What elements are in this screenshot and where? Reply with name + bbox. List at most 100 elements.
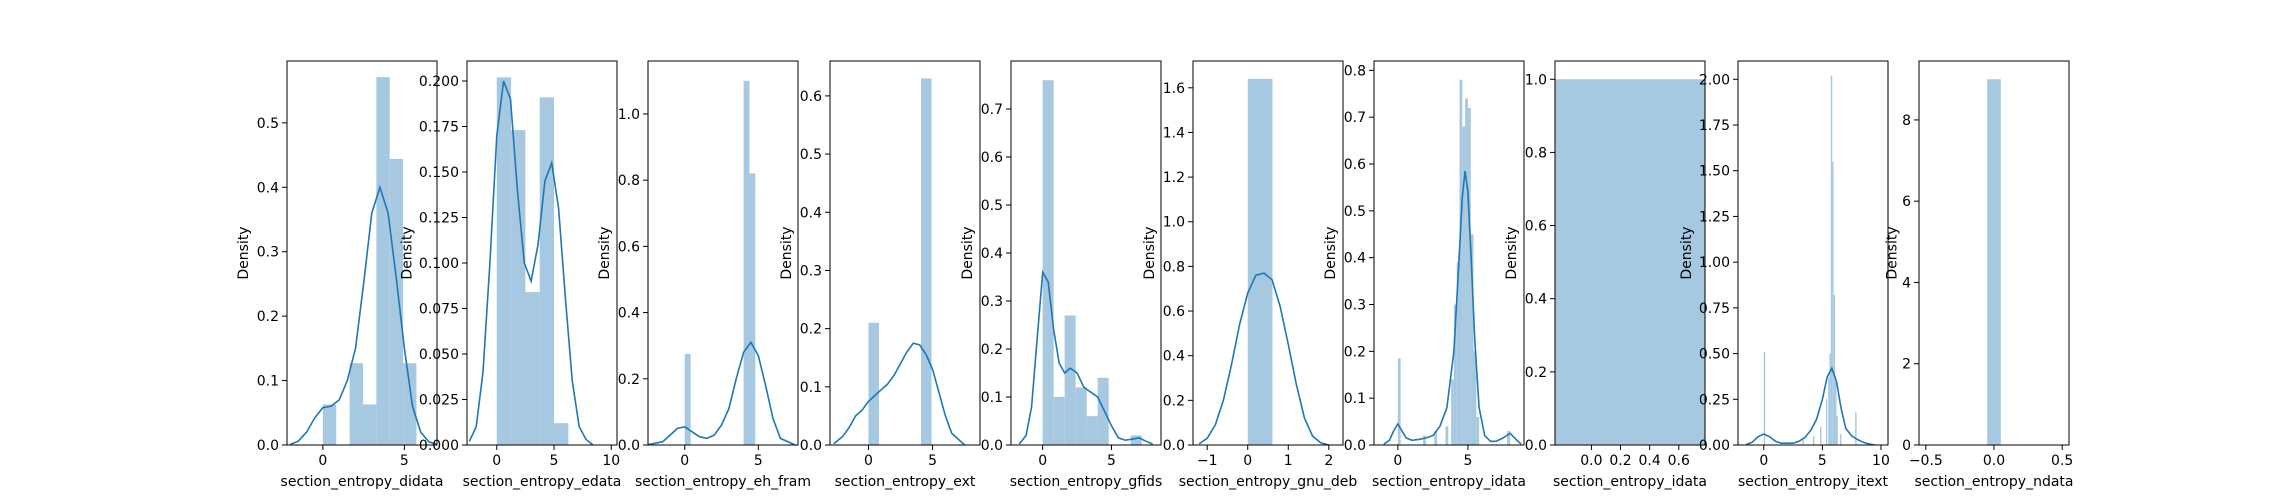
y-tick-label: 0.1: [1344, 391, 1366, 407]
histogram-bar: [749, 173, 756, 445]
x-axis-label: section_entropy_idata: [1372, 474, 1526, 490]
histogram-bar: [511, 130, 526, 445]
y-axis-label: Density: [597, 226, 613, 279]
y-tick-label: 0.4: [981, 246, 1003, 262]
x-axis-label: section_entropy_gfids: [1010, 474, 1162, 490]
histogram-bar: [1987, 79, 2001, 445]
x-tick-label: 0.5: [2051, 453, 2073, 469]
plot-area: [1383, 79, 1522, 445]
kde-line: [468, 80, 594, 445]
y-tick-label: 1.6: [1163, 81, 1185, 97]
x-axis-label: section_entropy_eh_fram: [635, 474, 811, 490]
y-tick-label: 0.2: [257, 309, 279, 325]
y-tick-label: 0.1: [981, 390, 1003, 406]
axes-frame: [286, 60, 438, 446]
histogram-bar: [1802, 439, 1804, 445]
kde-line: [648, 340, 796, 445]
plot-area: [1555, 79, 1705, 445]
histogram-bar: [1130, 435, 1142, 445]
x-tick-label: 5: [1107, 453, 1116, 469]
x-tick-label: 0: [680, 453, 689, 469]
y-tick-label: 8: [1902, 113, 1911, 129]
x-tick-label: 0.4: [1639, 453, 1661, 469]
histogram-bar: [1453, 304, 1457, 445]
y-tick-label: 0.2: [981, 342, 1003, 358]
y-tick-label: 1.4: [1163, 125, 1185, 141]
chart-panel-4: 0 5 0.0 0.1 0.2 0.3 0.4 0.5 0.6 section_entropy_e…: [779, 60, 981, 490]
y-tick-label: 0.125: [419, 211, 459, 227]
x-tick-label: 0: [864, 453, 873, 469]
histogram-bar: [1820, 426, 1822, 445]
histogram-bar: [1423, 435, 1426, 445]
chart-panel-5: 0 5 0.0 0.1 0.2 0.3 0.4 0.5 0.6 0.7 section_entrop…: [960, 60, 1162, 490]
y-tick-label: 0.00: [1699, 438, 1730, 454]
axes-frame: [1192, 60, 1344, 446]
x-tick-label: 0.0: [1983, 453, 2005, 469]
histogram-bar: [1855, 412, 1857, 445]
y-tick-label: 1.00: [1699, 255, 1730, 271]
y-tick-label: 0.6: [1163, 304, 1185, 320]
x-tick-label: −1: [1197, 453, 1218, 469]
y-tick-label: 0.075: [419, 302, 459, 318]
y-axis-label: Density: [960, 226, 976, 279]
histogram-bar: [1476, 416, 1480, 445]
histogram-bar: [496, 77, 512, 445]
histogram-bar: [1247, 78, 1273, 445]
axes-frame: [829, 60, 981, 446]
x-tick-label: 1: [1284, 453, 1293, 469]
histogram-bar: [1470, 234, 1474, 445]
y-tick-label: 0.0: [1344, 438, 1366, 454]
histogram-bar: [743, 80, 750, 445]
chart-panel-3: 0 5 0.0 0.2 0.4 0.6 0.8 1.0 section_entropy_eh_f…: [597, 60, 811, 490]
axes-frame: [1737, 60, 1889, 446]
histogram-bar: [403, 363, 417, 445]
histogram-bar: [349, 363, 363, 445]
x-axis-label: section_entropy_ndata: [1915, 474, 2074, 490]
histogram-bar: [1829, 353, 1831, 445]
histogram-bar: [1828, 377, 1830, 445]
histogram-bar: [525, 292, 540, 445]
x-tick-label: 5: [400, 453, 409, 469]
chart-panel-1: 0 5 0.0 0.1 0.2 0.3 0.4 0.5 section_entropy_dida…: [236, 60, 443, 490]
histogram-bar: [362, 404, 377, 445]
axes-frame: [647, 60, 799, 446]
y-tick-label: 0.1: [257, 374, 279, 390]
y-tick-label: 2.00: [1699, 72, 1730, 88]
y-tick-label: 0.4: [618, 306, 640, 322]
y-tick-label: 0.0: [800, 438, 822, 454]
histogram-bar: [1465, 98, 1468, 445]
chart-panel-2: 0 5 10 0.000 0.025 0.050 0.075 0.100 0.125 0.150 0…: [400, 60, 622, 490]
y-tick-label: 1.50: [1699, 164, 1730, 180]
y-tick-label: 0.3: [1344, 298, 1366, 314]
y-tick-label: 0.3: [800, 263, 822, 279]
y-tick-label: 0.7: [981, 102, 1003, 118]
y-tick-label: 0.0: [1163, 438, 1185, 454]
chart-panel-9: 0 5 10 0.00 0.25 0.50 0.75 1.00 1.25 1.50 1.75 2.00…: [1679, 60, 1890, 490]
kde-line: [1018, 269, 1154, 445]
x-axis-label: section_entropy_edata: [463, 474, 622, 490]
histogram-bar: [1763, 351, 1766, 445]
y-tick-label: 0.0: [981, 438, 1003, 454]
x-axis-label: section_entropy_itext: [1738, 474, 1889, 490]
axes-frame: [466, 60, 618, 446]
y-tick-label: 0.175: [419, 120, 459, 136]
x-tick-label: −0.5: [1909, 453, 1943, 469]
axes-frame: [1373, 60, 1525, 446]
x-tick-label: 0: [1393, 453, 1402, 469]
y-tick-label: 0.2: [1525, 365, 1547, 381]
histogram-bar: [1825, 399, 1828, 445]
y-tick-label: 0.200: [419, 74, 459, 90]
y-tick-label: 0.0: [1525, 438, 1547, 454]
kde-line: [289, 184, 437, 445]
y-axis-label: Density: [400, 226, 416, 279]
histogram-bar: [1451, 379, 1454, 445]
y-tick-label: 0.0: [618, 438, 640, 454]
histogram-bar: [1832, 161, 1834, 445]
x-axis-label: section_entropy_idata: [1553, 474, 1707, 490]
kde-line: [1745, 366, 1876, 445]
histogram-bar: [1459, 79, 1463, 445]
y-tick-label: 0.75: [1699, 301, 1730, 317]
y-tick-label: 1.0: [1525, 72, 1547, 88]
histogram-bar: [1042, 80, 1054, 445]
y-tick-label: 0.000: [419, 438, 459, 454]
